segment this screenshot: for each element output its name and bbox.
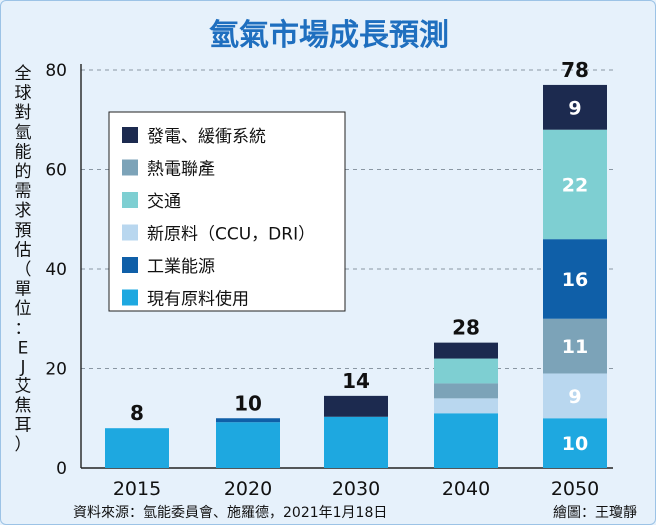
y-label-char: 球 xyxy=(15,84,32,104)
x-tick-label: 2020 xyxy=(224,478,272,500)
x-tick-label: 2040 xyxy=(442,478,490,500)
bar-total-label: 14 xyxy=(342,369,370,393)
y-label-char: 位 xyxy=(15,299,32,319)
bar-total-label: 28 xyxy=(452,316,480,340)
bars: 10 9 11 16 22 9 xyxy=(105,84,607,468)
bar-total-label: 8 xyxy=(130,401,144,425)
y-tick-label: 80 xyxy=(45,61,67,81)
legend-swatch xyxy=(122,289,138,306)
segment-label: 11 xyxy=(562,336,588,358)
legend-entry: 熱電聯產 xyxy=(147,160,215,180)
legend-entry: 發電、緩衝系統 xyxy=(147,127,266,147)
y-label-char: 估 xyxy=(15,240,32,260)
y-tick-label: 0 xyxy=(56,459,67,479)
y-label-char: 全 xyxy=(15,64,32,84)
y-label-char: 單 xyxy=(15,280,32,300)
bar-segment xyxy=(324,395,388,417)
bar-segment xyxy=(434,358,498,384)
bar-segment xyxy=(216,422,280,468)
legend-swatch xyxy=(122,257,138,273)
y-label-char: 預 xyxy=(15,221,32,241)
bar-segment xyxy=(543,418,607,468)
y-tick-label: 20 xyxy=(45,360,67,380)
source-note: 資料來源：氫能委員會、施羅德，2021年1月18日 xyxy=(73,505,387,521)
bar-total-label: 78 xyxy=(561,58,589,82)
x-tick-label: 2030 xyxy=(332,478,380,500)
x-tick-label: 2015 xyxy=(113,478,161,500)
y-label-char: 求 xyxy=(15,201,32,221)
segment-label: 9 xyxy=(568,97,581,119)
legend-swatch xyxy=(122,159,138,176)
y-label-char: （ xyxy=(15,260,32,280)
legend-swatch xyxy=(122,224,138,241)
legend-swatch xyxy=(122,127,138,143)
bar-segment xyxy=(543,373,607,419)
y-label-char: ） xyxy=(15,435,32,455)
bar-segment xyxy=(434,342,498,359)
y-label-char: J xyxy=(19,357,25,377)
y-tick-label: 60 xyxy=(45,161,67,181)
credit-note: 繪圖：王瓊靜 xyxy=(553,504,637,521)
legend-entry: 交通 xyxy=(147,192,181,212)
legend-swatch xyxy=(122,192,138,208)
bar-total-label: 10 xyxy=(234,391,262,415)
bar-segment xyxy=(434,383,498,399)
y-label-char: 需 xyxy=(15,182,32,202)
x-ticks: 2015 2020 2030 2040 2050 xyxy=(113,478,599,500)
segment-label: 9 xyxy=(568,386,581,408)
y-label-char: 氫 xyxy=(15,123,32,143)
bar-totals: 8 10 14 28 78 xyxy=(130,58,589,425)
y-label-char: 對 xyxy=(15,103,32,123)
bar-segment xyxy=(543,318,607,374)
y-label-char: 艾 xyxy=(15,376,32,396)
chart-title: 氫氣市場成長預測 xyxy=(209,18,449,53)
y-label-char: ： xyxy=(15,319,32,339)
bar-segment xyxy=(434,398,498,414)
y-label-char: E xyxy=(18,338,29,358)
legend-entry: 現有原料使用 xyxy=(147,289,249,310)
bar-segment xyxy=(324,416,388,468)
segment-label: 10 xyxy=(562,433,588,455)
legend-entry: 新原料（CCU，DRI） xyxy=(147,225,315,245)
y-label-char: 耳 xyxy=(15,416,32,436)
bar-segment xyxy=(543,84,607,130)
x-tick-label: 2050 xyxy=(551,478,599,500)
y-label-char: 的 xyxy=(15,162,32,182)
legend-entry: 工業能源 xyxy=(147,257,215,277)
y-label-char: 焦 xyxy=(15,396,32,416)
segment-label: 16 xyxy=(562,269,588,291)
bar-segment xyxy=(105,428,169,468)
segment-label: 22 xyxy=(562,174,588,196)
bar-segment xyxy=(543,239,607,319)
bar-segment xyxy=(216,418,280,423)
bar-segment xyxy=(434,413,498,468)
bar-segment xyxy=(543,129,607,240)
y-label-char: 能 xyxy=(15,142,32,162)
legend-box xyxy=(108,111,346,312)
y-tick-label: 40 xyxy=(45,260,67,280)
y-ticks: 0 20 40 60 80 xyxy=(45,61,67,479)
